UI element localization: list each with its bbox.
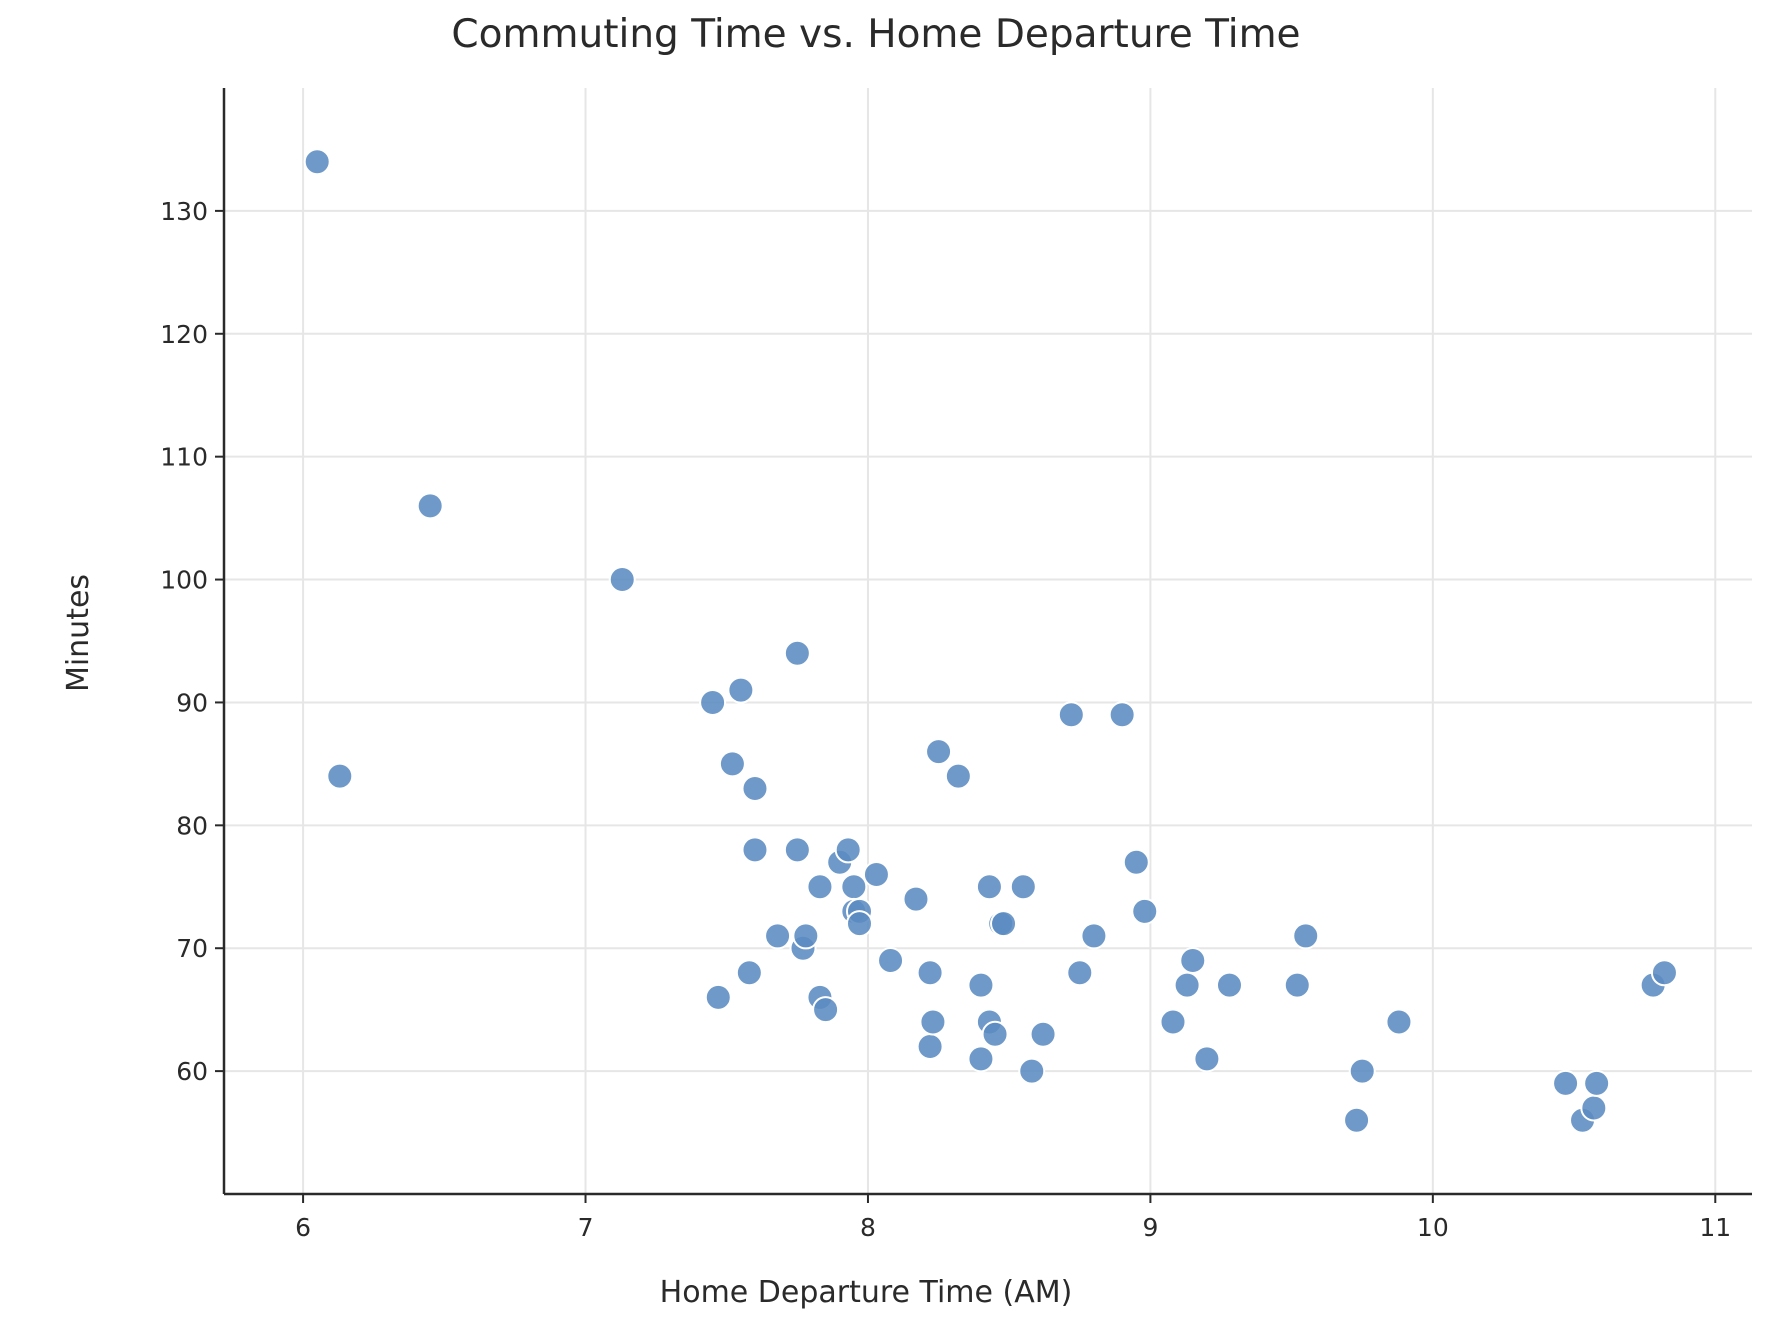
data-point <box>1283 971 1311 999</box>
data-point <box>919 1008 947 1036</box>
y-tick-label: 100 <box>160 566 208 595</box>
data-point <box>902 885 930 913</box>
data-point <box>1193 1045 1221 1073</box>
data-point <box>862 860 890 888</box>
data-point <box>792 922 820 950</box>
data-point <box>783 836 811 864</box>
data-point <box>1650 959 1678 987</box>
data-point <box>1292 922 1320 950</box>
data-point <box>834 836 862 864</box>
y-tick-label: 70 <box>176 934 208 963</box>
data-point <box>1385 1008 1413 1036</box>
data-point <box>1108 701 1136 729</box>
data-point <box>1018 1057 1046 1085</box>
data-point <box>806 873 834 901</box>
data-point <box>704 983 732 1011</box>
data-point <box>1009 873 1037 901</box>
data-point <box>845 910 873 938</box>
x-axis-label: Home Departure Time (AM) <box>660 1275 1073 1310</box>
data-point <box>699 688 727 716</box>
gridlines <box>224 88 1752 1194</box>
data-point <box>975 873 1003 901</box>
data-point <box>967 971 995 999</box>
data-point <box>967 1045 995 1073</box>
data-point <box>1580 1094 1608 1122</box>
data-point <box>608 566 636 594</box>
data-point <box>783 639 811 667</box>
y-tick-label: 120 <box>160 320 208 349</box>
data-point <box>1057 701 1085 729</box>
data-point <box>1131 897 1159 925</box>
data-point <box>741 836 769 864</box>
data-point <box>303 148 331 176</box>
y-tick-label: 90 <box>176 688 208 717</box>
data-point <box>1066 959 1094 987</box>
data-point <box>877 947 905 975</box>
data-point <box>718 750 746 778</box>
y-tick-label: 130 <box>160 197 208 226</box>
x-tick-label: 9 <box>1142 1213 1158 1242</box>
data-point <box>981 1020 1009 1048</box>
data-point <box>1159 1008 1187 1036</box>
data-point <box>944 762 972 790</box>
data-point <box>1348 1057 1376 1085</box>
y-tick-label: 80 <box>176 811 208 840</box>
x-tick-label: 7 <box>578 1213 594 1242</box>
data-point <box>990 910 1018 938</box>
x-tick-label: 6 <box>295 1213 311 1242</box>
data-point <box>735 959 763 987</box>
data-point <box>416 492 444 520</box>
x-tick-label: 11 <box>1699 1213 1731 1242</box>
data-point <box>1215 971 1243 999</box>
data-point <box>1173 971 1201 999</box>
data-point <box>812 996 840 1024</box>
y-axis-label: Minutes <box>61 574 96 692</box>
axes: 6 7 8 9 10 11 60 70 80 90 100 110 120 130 <box>160 88 1752 1242</box>
data-point <box>1179 947 1207 975</box>
data-point <box>764 922 792 950</box>
data-point <box>840 873 868 901</box>
data-point <box>727 676 755 704</box>
data-point <box>1029 1020 1057 1048</box>
data-point <box>1122 848 1150 876</box>
data-points <box>303 148 1678 1134</box>
data-point <box>916 959 944 987</box>
data-point <box>1080 922 1108 950</box>
data-point <box>1552 1069 1580 1097</box>
data-point <box>925 738 953 766</box>
data-point <box>741 774 769 802</box>
x-tick-label: 8 <box>860 1213 876 1242</box>
data-point <box>326 762 354 790</box>
x-tick-label: 10 <box>1417 1213 1449 1242</box>
y-tick-label: 110 <box>160 443 208 472</box>
data-point <box>916 1033 944 1061</box>
y-tick-label: 60 <box>176 1057 208 1086</box>
data-point <box>1583 1069 1611 1097</box>
data-point <box>1343 1106 1371 1134</box>
chart-title: Commuting Time vs. Home Departure Time <box>451 12 1300 57</box>
